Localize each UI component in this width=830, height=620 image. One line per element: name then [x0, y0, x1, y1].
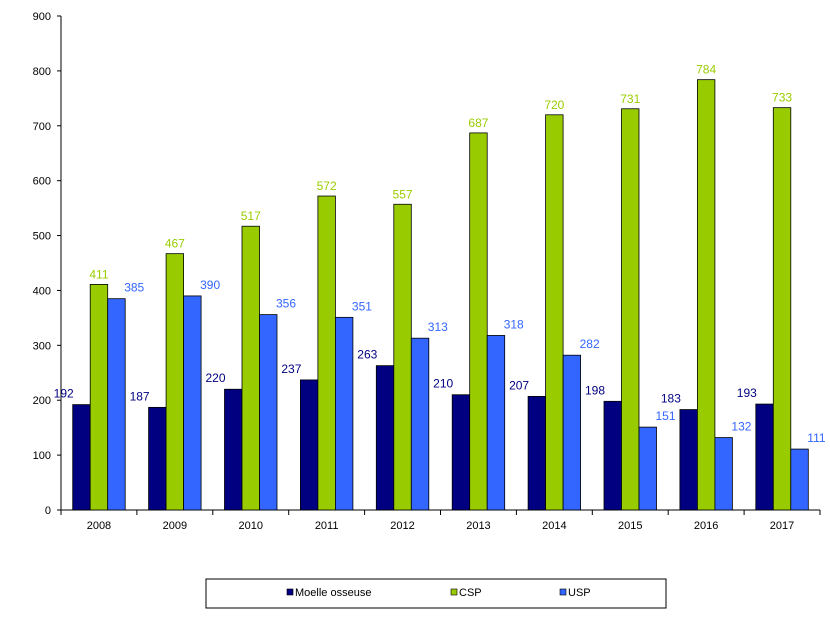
data-label: 733 [772, 91, 792, 105]
data-label: 192 [54, 387, 74, 401]
bar-usp [486, 335, 506, 511]
data-label: 385 [124, 281, 144, 295]
y-tick-label: 900 [33, 11, 51, 23]
bar-usp [790, 448, 809, 511]
bar-moelle-osseuse [679, 409, 698, 511]
bar-csp [545, 114, 564, 511]
bar-moelle-osseuse [527, 395, 546, 511]
data-label: 411 [89, 267, 108, 281]
bar-moelle-osseuse [755, 403, 774, 511]
data-label: 784 [696, 63, 716, 77]
data-label: 187 [130, 389, 150, 403]
y-tick-label: 700 [33, 121, 51, 133]
data-label: 220 [205, 371, 225, 385]
x-tick-label: 2016 [694, 520, 718, 532]
data-label: 111 [807, 431, 826, 445]
x-tick-label: 2011 [315, 520, 339, 532]
bar-usp [714, 437, 733, 511]
bars [72, 79, 809, 511]
bar-csp [89, 284, 109, 511]
y-tick-label: 200 [33, 395, 51, 407]
bar-csp [697, 79, 716, 511]
x-tick-label: 2012 [390, 520, 414, 532]
data-label: 318 [504, 317, 524, 331]
data-label: 467 [165, 237, 185, 251]
data-label: 193 [737, 386, 757, 400]
x-tick-label: 2010 [239, 520, 263, 532]
y-tick-label: 800 [33, 66, 51, 78]
axes: 0 100 200 300 400 500 600 700 800 900 2008 2009 2010… [33, 11, 821, 532]
bar-csp [241, 225, 260, 511]
data-label: 198 [585, 383, 605, 397]
legend-label: CSP [459, 587, 482, 599]
bar-usp [183, 295, 202, 511]
bar-usp [638, 426, 657, 511]
x-tick-label: 2009 [163, 520, 187, 532]
y-tick-label: 100 [33, 450, 51, 462]
bar-csp [621, 108, 640, 511]
legend: Moelle osseuse CSP USP [205, 578, 667, 609]
y-tick-label: 400 [33, 285, 51, 297]
x-tick-label: 2017 [770, 520, 794, 532]
data-label: 210 [433, 377, 453, 391]
y-tick-label: 300 [33, 340, 51, 352]
y-tick-label: 0 [45, 505, 51, 517]
legend-swatch [450, 588, 458, 596]
bar-moelle-osseuse [72, 404, 91, 511]
bar-csp [165, 253, 185, 511]
data-label: 557 [393, 187, 413, 201]
bar-moelle-osseuse [148, 406, 167, 511]
data-label: 263 [357, 348, 377, 362]
bar-usp [334, 316, 354, 511]
bar-usp [410, 337, 430, 511]
bar-usp [107, 298, 126, 511]
bar-moelle-osseuse [224, 388, 243, 511]
data-label: 720 [544, 98, 564, 112]
x-tick-label: 2014 [542, 520, 566, 532]
bar-moelle-osseuse [603, 400, 622, 511]
x-tick-label: 2015 [618, 520, 642, 532]
bar-moelle-osseuse [299, 379, 319, 511]
data-label: 207 [509, 378, 529, 392]
data-label: 390 [200, 278, 220, 292]
legend-swatch [286, 588, 294, 596]
bar-csp [317, 195, 336, 511]
y-tick-label: 600 [33, 176, 51, 188]
data-label: 687 [468, 116, 488, 130]
bar-moelle-osseuse [375, 365, 395, 511]
legend-box [205, 578, 667, 609]
bar-moelle-osseuse [451, 394, 471, 511]
data-label: 313 [428, 320, 448, 334]
x-tick-label: 2008 [87, 520, 111, 532]
data-label: 237 [281, 362, 301, 376]
data-label: 151 [656, 409, 676, 423]
legend-label: USP [568, 587, 591, 599]
data-label: 572 [317, 179, 337, 193]
data-label: 282 [580, 337, 600, 351]
data-label: 356 [276, 297, 296, 311]
x-tick-label: 2013 [466, 520, 490, 532]
y-tick-label: 500 [33, 231, 51, 243]
data-label: 517 [241, 209, 261, 223]
data-label: 183 [661, 392, 681, 406]
data-label: 351 [352, 299, 372, 313]
bar-csp [469, 132, 488, 511]
bar-usp [259, 314, 278, 511]
data-label: 132 [731, 420, 751, 434]
data-labels: 192 187 220 237 263 210 207 198 183 193 411 467 517 5… [54, 63, 826, 445]
data-label: 731 [620, 92, 640, 106]
bar-csp [772, 107, 792, 511]
bar-csp [393, 203, 412, 511]
legend-swatch [559, 588, 567, 596]
bar-usp [562, 354, 581, 511]
legend-label: Moelle osseuse [295, 587, 371, 599]
